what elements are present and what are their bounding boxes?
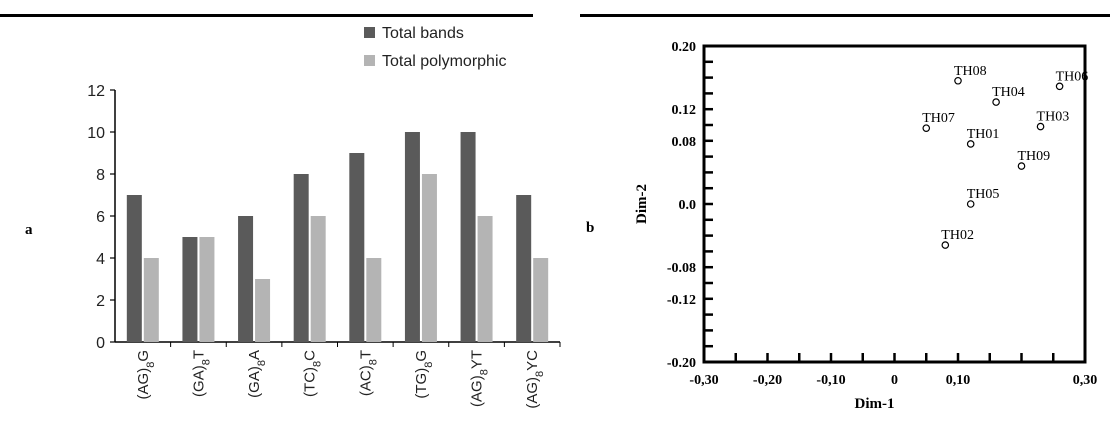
scatter-point — [941, 241, 950, 249]
bar — [460, 132, 476, 342]
scatter-point — [1036, 122, 1045, 131]
x-tick-label: 0,10 — [946, 373, 971, 388]
y-tick-label: 0.12 — [672, 103, 697, 118]
bar — [293, 174, 309, 342]
point-label: TH01 — [967, 127, 1000, 142]
x-tick-label: (TC)8C — [302, 350, 324, 397]
legend-label: Total bands — [382, 25, 464, 42]
x-tick-label: (AG)8G — [135, 350, 157, 399]
top-rule-right — [580, 14, 1110, 17]
bar — [199, 237, 215, 342]
bar — [477, 216, 493, 342]
point-label: TH04 — [992, 85, 1025, 100]
scatter-point — [992, 98, 1000, 106]
bar — [516, 195, 532, 342]
point-label: TH03 — [1037, 110, 1070, 125]
bar — [182, 237, 198, 342]
bar — [421, 174, 437, 342]
scatter-point — [954, 76, 962, 85]
bar — [310, 216, 326, 342]
bar — [255, 279, 271, 342]
bar — [238, 216, 254, 342]
point-label: TH08 — [954, 64, 987, 79]
bar — [126, 195, 142, 342]
bar-chart: 0 2 4 6 8 10 12 (AG)8G (GA)8T (GA)8A (TC)8C (AC)8T (… — [87, 25, 561, 409]
scatter-point — [966, 140, 975, 148]
scatter-plot: 0.20 0.12 0.08 0.0 -0.08 -0.12 -0.20 -0,30 -0,20… — [634, 40, 1098, 412]
point-label: TH09 — [1018, 149, 1051, 164]
y-tick-label: 10 — [87, 125, 105, 142]
legend-swatch — [364, 27, 375, 38]
y-tick-label: 0 — [96, 335, 105, 352]
plot-frame — [702, 44, 1087, 364]
y-tick-label: 0.0 — [679, 198, 697, 213]
scatter-point — [1055, 82, 1064, 91]
x-tick-label: 0 — [891, 373, 898, 388]
y-tick-label: 0.08 — [672, 135, 697, 150]
x-tick-label: -0,20 — [753, 373, 782, 388]
scatter-point — [922, 124, 931, 132]
bar — [404, 132, 420, 342]
x-tick-label: (AG)8YC — [524, 350, 546, 409]
y-tick-label: 12 — [87, 83, 105, 100]
scatter-point — [1017, 162, 1026, 170]
x-axis-label: Dim-1 — [855, 396, 895, 412]
x-tick-label: -0,30 — [689, 373, 718, 388]
y-tick-label: -0.08 — [667, 261, 696, 276]
point-label: TH06 — [1056, 69, 1089, 84]
y-tick-label: 6 — [96, 209, 105, 226]
y-tick-label: 4 — [96, 251, 105, 268]
x-tick-label: (GA)8T — [190, 350, 212, 397]
point-label: TH07 — [922, 111, 955, 126]
y-axis-label: Dim-2 — [634, 184, 650, 224]
y-tick-label: 2 — [96, 293, 105, 310]
y-tick-label: -0.20 — [667, 356, 696, 371]
point-label: TH02 — [941, 228, 974, 243]
legend-label: Total polymorphic — [382, 53, 507, 70]
x-tick-label: (AC)8T — [357, 350, 379, 396]
scatter-point — [966, 200, 975, 208]
x-tick-label: (GA)8A — [246, 350, 268, 398]
bar — [533, 258, 549, 342]
panel-label-a: a — [25, 222, 33, 238]
x-tick-label: (AG)8YT — [469, 350, 491, 407]
y-tick-label: -0.12 — [667, 293, 696, 308]
x-tick-label: (TG)8G — [413, 350, 435, 399]
top-rule-left — [0, 14, 533, 17]
y-tick-label: 0.20 — [672, 40, 697, 55]
bar — [143, 258, 159, 342]
y-tick-label: 8 — [96, 167, 105, 184]
point-label: TH05 — [967, 187, 1000, 202]
x-tick-label: 0,30 — [1073, 373, 1098, 388]
bar — [349, 153, 365, 342]
legend-swatch — [364, 55, 375, 66]
x-tick-label: -0,10 — [816, 373, 845, 388]
panel-label-b: b — [586, 220, 595, 236]
bar — [366, 258, 382, 342]
